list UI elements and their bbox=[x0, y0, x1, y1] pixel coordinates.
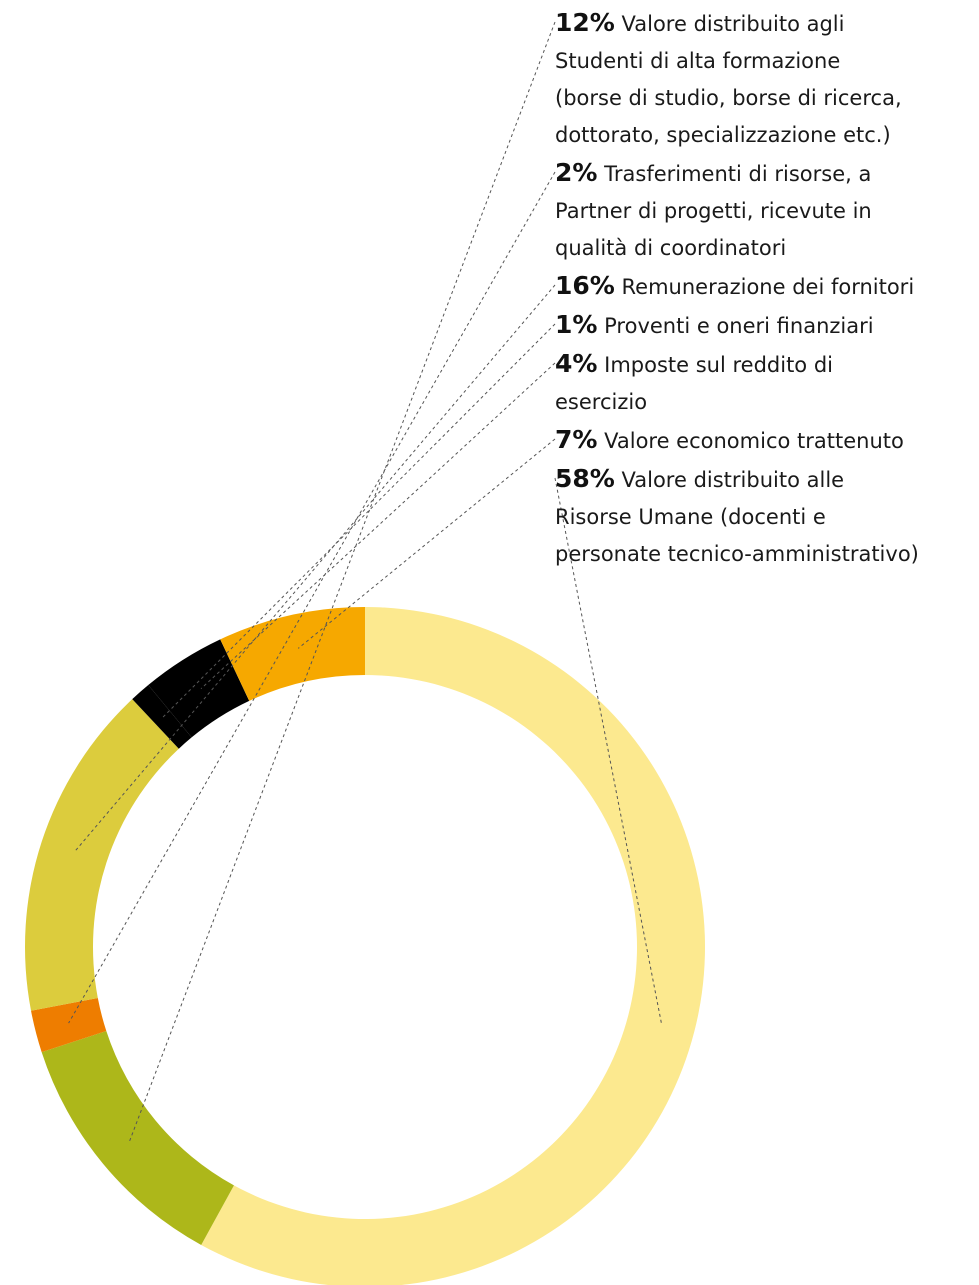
donut-slice bbox=[31, 997, 107, 1053]
legend-label: Valore economico trattenuto bbox=[597, 429, 904, 453]
legend-percent: 7% bbox=[555, 425, 598, 454]
legend-label: Imposte sul reddito di esercizio bbox=[555, 353, 833, 414]
legend-percent: 2% bbox=[555, 158, 598, 187]
legend-label: Valore distribuito alle Risorse Umane (d… bbox=[555, 468, 919, 566]
legend-percent: 16% bbox=[555, 271, 615, 300]
legend-percent: 4% bbox=[555, 349, 598, 378]
legend: 12% Valore distribuito agli Studenti di … bbox=[555, 4, 979, 573]
donut-slice bbox=[220, 607, 365, 701]
legend-entry: 1% Proventi e oneri finanziari bbox=[555, 306, 979, 345]
donut-slice bbox=[41, 1031, 234, 1245]
legend-entry: 58% Valore distribuito alle Risorse Uman… bbox=[555, 460, 979, 573]
legend-entry: 4% Imposte sul reddito di esercizio bbox=[555, 345, 979, 421]
legend-label: Trasferimenti di risorse, a Partner di p… bbox=[555, 162, 872, 260]
leader-line bbox=[297, 438, 556, 649]
donut-slices bbox=[25, 607, 706, 1285]
leader-line bbox=[162, 323, 556, 718]
legend-label: Remunerazione dei fornitori bbox=[614, 275, 915, 299]
legend-percent: 58% bbox=[555, 464, 615, 493]
donut-slice bbox=[25, 699, 179, 1011]
leader-line bbox=[73, 284, 556, 853]
legend-percent: 1% bbox=[555, 310, 598, 339]
legend-entry: 12% Valore distribuito agli Studenti di … bbox=[555, 4, 979, 154]
legend-label: Proventi e oneri finanziari bbox=[597, 314, 874, 338]
legend-entry: 16% Remunerazione dei fornitori bbox=[555, 267, 979, 306]
donut-slice bbox=[132, 685, 192, 749]
legend-entry: 7% Valore economico trattenuto bbox=[555, 421, 979, 460]
legend-label: Valore distribuito agli Studenti di alta… bbox=[555, 12, 902, 147]
leader-line bbox=[128, 21, 556, 1143]
leader-line bbox=[554, 477, 662, 1024]
leader-line bbox=[200, 362, 556, 690]
donut-slice bbox=[201, 607, 706, 1285]
leader-lines bbox=[68, 21, 662, 1143]
legend-entry: 2% Trasferimenti di risorse, a Partner d… bbox=[555, 154, 979, 267]
legend-percent: 12% bbox=[555, 8, 615, 37]
donut-slice bbox=[148, 639, 250, 738]
leader-line bbox=[68, 171, 556, 1024]
